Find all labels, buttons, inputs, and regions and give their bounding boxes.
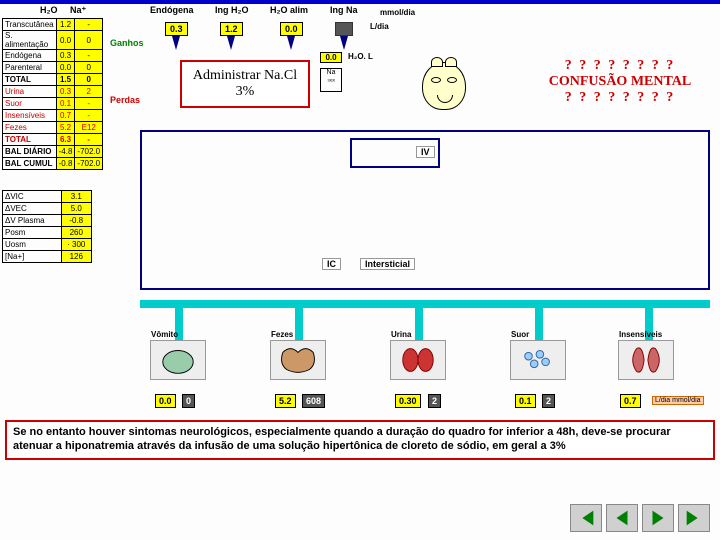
- text-block: Se no entanto houver sintomas neurológic…: [5, 420, 715, 460]
- h2ol-label: H₂O. L: [348, 52, 373, 61]
- head-icon: [422, 62, 466, 110]
- val-h2oalim: 0.0: [280, 22, 303, 36]
- bottom-value: 0.0: [155, 394, 176, 408]
- arrow-icon: [340, 36, 348, 50]
- bottom-value: 608: [302, 394, 325, 408]
- hdr-na: Na⁺: [70, 5, 86, 16]
- table-gains-losses: Transcutânea1.2- S. alimentação0.00 Endó…: [2, 18, 103, 170]
- organ-suor: Suor: [510, 340, 566, 380]
- nav-first-button[interactable]: [570, 504, 602, 532]
- flow-v: [295, 300, 303, 342]
- bottom-value: 0: [182, 394, 195, 408]
- hdr-unit: mmol/dia: [380, 8, 415, 17]
- bottom-value: 2: [428, 394, 441, 408]
- topbar: [0, 0, 720, 4]
- bottom-value: 0.7: [620, 394, 641, 408]
- hdr-ldia: L/dia: [370, 22, 389, 31]
- arrow-icon: [172, 36, 180, 50]
- flow-h: [140, 300, 710, 308]
- label-ic: IC: [322, 258, 341, 270]
- nav-next-button[interactable]: [642, 504, 674, 532]
- hdr-endog: Endógena: [150, 5, 194, 15]
- hdr-h2o: H₂O: [40, 5, 58, 15]
- hdr-h2oalim: H₂O alim: [270, 5, 308, 15]
- bottom-value: 5.2: [275, 394, 296, 408]
- label-iv: IV: [416, 146, 435, 158]
- arrow-icon: [227, 36, 235, 50]
- flow-v: [535, 300, 543, 342]
- bottom-value: 2: [542, 394, 555, 408]
- callout-administrar: Administrar Na.Cl 3%: [180, 60, 310, 108]
- val-endog: 0.3: [165, 22, 188, 36]
- val-ingh2o: 1.2: [220, 22, 243, 36]
- hdr-ingh2o: Ing H₂O: [215, 5, 249, 15]
- nav-last-button[interactable]: [678, 504, 710, 532]
- na-small-box: Na₃ₑₓ: [320, 68, 342, 92]
- confusao-block: ? ? ? ? ? ? ? ? CONFUSÃO MENTAL ? ? ? ? …: [530, 58, 710, 106]
- table-deltas: ΔVIC3.1 ΔVEC5.0 ΔV Plasma-0.8 Posm260 Uo…: [2, 190, 92, 263]
- hdr-ingna: Ing Na: [330, 5, 358, 15]
- bottom-value: 0.1: [515, 394, 536, 408]
- arrow-icon: [287, 36, 295, 50]
- nav-prev-button[interactable]: [606, 504, 638, 532]
- label-ganhos: Ganhos: [110, 38, 144, 48]
- label-perdas: Perdas: [110, 95, 140, 105]
- bottom-value: 0.30: [395, 394, 421, 408]
- label-inter: Intersticial: [360, 258, 415, 270]
- organ-vomito: Vômito: [150, 340, 206, 380]
- val-zero: 0.0: [320, 52, 342, 63]
- ldia-mmol: L/dia mmol/dia: [652, 396, 704, 405]
- organ-urina: Urina: [390, 340, 446, 380]
- flow-v: [415, 300, 423, 342]
- val-ingna-dark: [335, 22, 353, 36]
- organ-fezes: Fezes: [270, 340, 326, 380]
- organ-insens: Insensíveis: [618, 340, 674, 380]
